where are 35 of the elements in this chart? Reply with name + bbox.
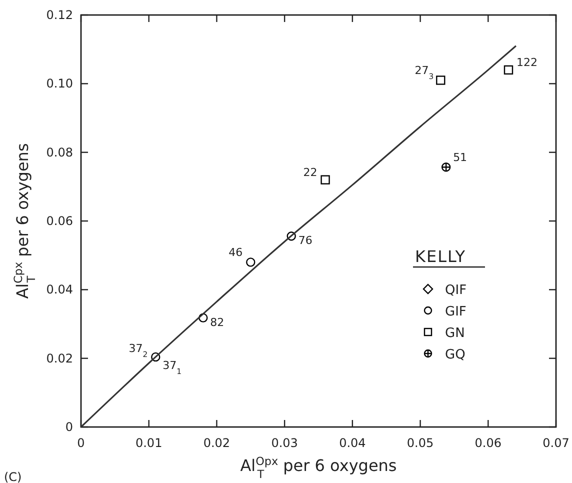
legend-label: GN bbox=[445, 326, 465, 341]
x-tick-label: 0.07 bbox=[542, 436, 570, 450]
y-tick-label: 0.10 bbox=[46, 76, 73, 91]
line-series bbox=[80, 45, 517, 428]
text: (C) bbox=[4, 470, 22, 483]
y-tick-label: 0.04 bbox=[46, 282, 73, 297]
legend-label: QIF bbox=[445, 283, 467, 298]
annotation: 22 bbox=[303, 166, 318, 179]
annotation: 51 bbox=[453, 151, 468, 164]
x-tick-label: 0.06 bbox=[474, 436, 502, 450]
y-tick-label: 0.08 bbox=[46, 145, 73, 160]
x-tick-label: 0.02 bbox=[203, 436, 230, 450]
legend-label: GIF bbox=[445, 304, 466, 320]
annotation: 37$_{1}$ bbox=[162, 358, 182, 376]
y-tick-label: 0.06 bbox=[46, 214, 73, 228]
y-tick-label: 0.12 bbox=[46, 8, 73, 22]
annotation: 37$_{2}$ bbox=[128, 342, 148, 358]
annotation: 76 bbox=[298, 234, 312, 248]
legend-label: GQ bbox=[445, 348, 466, 362]
annotation: 27$_{3}$ bbox=[414, 64, 434, 81]
x-tick-label: 0 bbox=[77, 436, 85, 450]
x-tick-label: 0.04 bbox=[339, 436, 366, 450]
annotation: 46 bbox=[228, 246, 243, 260]
point bbox=[246, 258, 256, 267]
y-tick-label: 0 bbox=[65, 420, 73, 434]
point bbox=[436, 76, 446, 85]
legend-title: KELLY bbox=[415, 247, 466, 266]
point bbox=[320, 175, 330, 184]
annotation: 122 bbox=[516, 56, 538, 69]
annotation: 82 bbox=[210, 316, 224, 329]
y-tick-label: 0.02 bbox=[46, 351, 73, 366]
point bbox=[504, 65, 514, 75]
x-tick-label: 0.05 bbox=[406, 436, 434, 450]
x-tick-label: 0.03 bbox=[271, 436, 298, 450]
x-tick-label: 0.01 bbox=[136, 436, 162, 450]
